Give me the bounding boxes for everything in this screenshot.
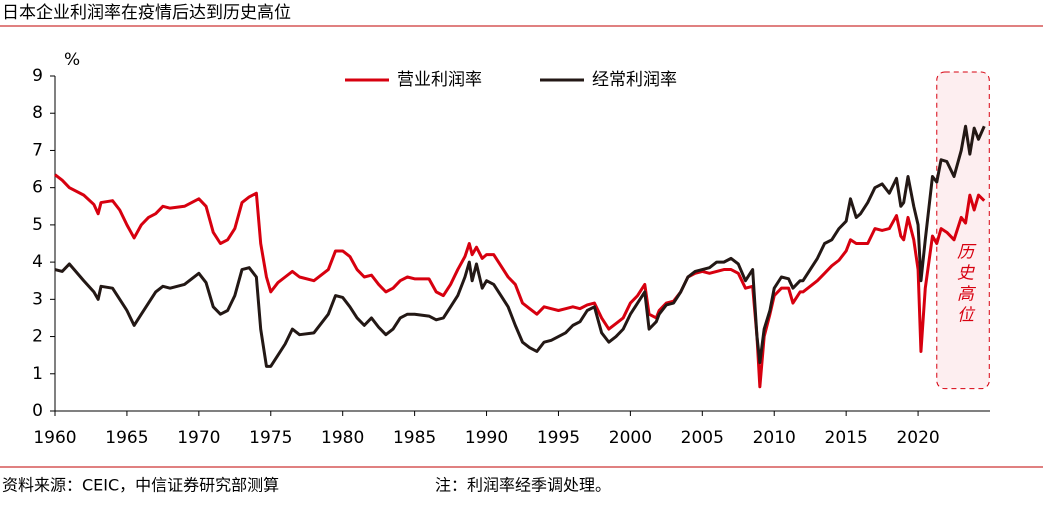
x-tick-label: 1985 bbox=[393, 428, 436, 448]
legend-label: 营业利润率 bbox=[397, 70, 482, 90]
x-tick-label: 1970 bbox=[177, 428, 220, 448]
y-tick-label: 1 bbox=[32, 364, 43, 384]
series-line bbox=[54, 124, 986, 368]
y-tick-label: 0 bbox=[32, 401, 43, 421]
x-tick-label: 2000 bbox=[609, 428, 652, 448]
x-tick-label: 2015 bbox=[825, 428, 868, 448]
x-tick-label: 1975 bbox=[249, 428, 292, 448]
y-tick-label: 7 bbox=[32, 140, 43, 160]
y-tick-label: 8 bbox=[32, 103, 43, 123]
x-tick-label: 2020 bbox=[896, 428, 939, 448]
series-line bbox=[54, 173, 986, 389]
y-tick-label: 9 bbox=[32, 66, 43, 86]
x-tick-label: 1965 bbox=[105, 428, 148, 448]
y-tick-label: 6 bbox=[32, 178, 43, 198]
legend-label: 经常利润率 bbox=[592, 70, 677, 90]
x-tick-label: 1990 bbox=[465, 428, 508, 448]
y-tick-label: 2 bbox=[32, 327, 43, 347]
x-tick-label: 2005 bbox=[681, 428, 724, 448]
x-tick-label: 1995 bbox=[537, 428, 580, 448]
note: 注：利润率经季调处理。 bbox=[435, 476, 611, 495]
y-tick-label: 4 bbox=[32, 252, 43, 272]
x-tick-label: 1980 bbox=[321, 428, 364, 448]
y-axis-label: % bbox=[64, 50, 80, 70]
x-tick-label: 2010 bbox=[753, 428, 796, 448]
chart-title: 日本企业利润率在疫情后达到历史高位 bbox=[2, 3, 291, 23]
y-tick-label: 5 bbox=[32, 215, 43, 235]
x-tick-label: 1960 bbox=[33, 428, 76, 448]
source: 资料来源：CEIC，中信证券研究部测算 bbox=[2, 476, 279, 495]
highlight-box bbox=[936, 71, 990, 390]
y-tick-label: 3 bbox=[32, 289, 43, 309]
annotation: 历史高位 bbox=[953, 242, 974, 326]
